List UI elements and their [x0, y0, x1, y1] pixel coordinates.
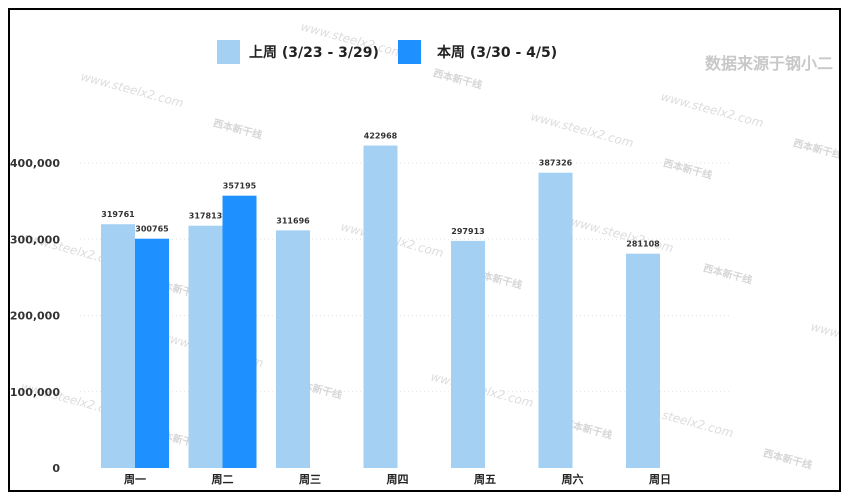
bar-this-week	[222, 195, 257, 468]
watermark-item: www.steelx2.com 西本新干线	[529, 109, 714, 181]
watermark-brand: 西本新干线	[662, 156, 714, 181]
data-label: 311696	[276, 216, 310, 225]
y-tick-label: 100,000	[10, 386, 60, 399]
legend: 上周 (3/23 - 3/29) 本周 (3/30 - 4/5)	[217, 40, 557, 64]
data-label: 422968	[364, 132, 398, 141]
x-category-label: 周日	[649, 473, 671, 486]
watermark-url: www.steelx2.com	[529, 109, 635, 150]
bar-last-week	[363, 145, 398, 468]
legend-swatch	[398, 40, 421, 64]
data-label: 357195	[223, 182, 257, 191]
watermark-item: www.steelx2.com 西本新干线	[79, 69, 264, 141]
watermark-url: www.steelx2.com	[809, 319, 839, 360]
x-category-label: 周一	[124, 473, 146, 486]
watermark-brand: 西本新干线	[432, 66, 484, 91]
bar-last-week	[626, 253, 660, 468]
source-note: 数据来源于钢小二	[705, 54, 833, 73]
grid-layer	[80, 162, 730, 393]
x-category-label: 周四	[387, 473, 409, 486]
legend-label: 本周 (3/30 - 4/5)	[437, 44, 557, 61]
y-tick-label: 300,000	[10, 233, 60, 246]
x-category-label: 周五	[474, 473, 496, 486]
y-tick-label: 400,000	[10, 157, 60, 170]
x-category-label: 周六	[562, 472, 584, 486]
x-category-label: 周二	[212, 473, 234, 486]
bar-layer	[101, 145, 660, 468]
watermark-brand: 西本新干线	[762, 446, 814, 471]
watermark-url: www.steelx2.com	[569, 214, 675, 255]
watermark-url: www.steelx2.com	[659, 89, 765, 130]
y-tick-label: 0	[52, 462, 60, 475]
bar-last-week	[188, 225, 223, 468]
watermark-brand: 西本新干线	[792, 136, 839, 161]
data-label: 300765	[135, 225, 169, 234]
bar-last-week	[451, 240, 485, 468]
data-label: 281108	[626, 240, 660, 249]
y-tick-label: 200,000	[10, 310, 60, 323]
legend-swatch	[217, 40, 240, 64]
watermark-url: www.steelx2.com	[79, 69, 185, 110]
x-category-label: 周三	[299, 473, 321, 486]
watermark-item: www.steelx2.com 西本新干线	[659, 89, 839, 161]
bar-last-week	[538, 172, 573, 468]
data-label: 319761	[101, 210, 135, 219]
axis-layer: 0 100,000 200,000 300,000 400,000 周一 周二 周三 周四 周五 周…	[10, 157, 671, 486]
bar-last-week	[101, 224, 135, 468]
data-label: 387326	[539, 159, 573, 168]
bar-this-week	[135, 238, 169, 468]
data-label: 317813	[189, 212, 222, 221]
watermark-item: www.steelx2.com 西本新干线	[569, 214, 754, 286]
watermark-brand: 西本新干线	[212, 116, 264, 141]
watermark-brand: 西本新干线	[702, 261, 754, 286]
bar-last-week	[276, 230, 310, 468]
chart-frame: www.steelx2.com 西本新干线 www.steelx2.com 西本新干线…	[8, 8, 841, 492]
data-label: 297913	[451, 227, 484, 236]
legend-label: 上周 (3/23 - 3/29)	[249, 45, 379, 61]
bar-chart: www.steelx2.com 西本新干线 www.steelx2.com 西本新干线…	[10, 19, 839, 486]
